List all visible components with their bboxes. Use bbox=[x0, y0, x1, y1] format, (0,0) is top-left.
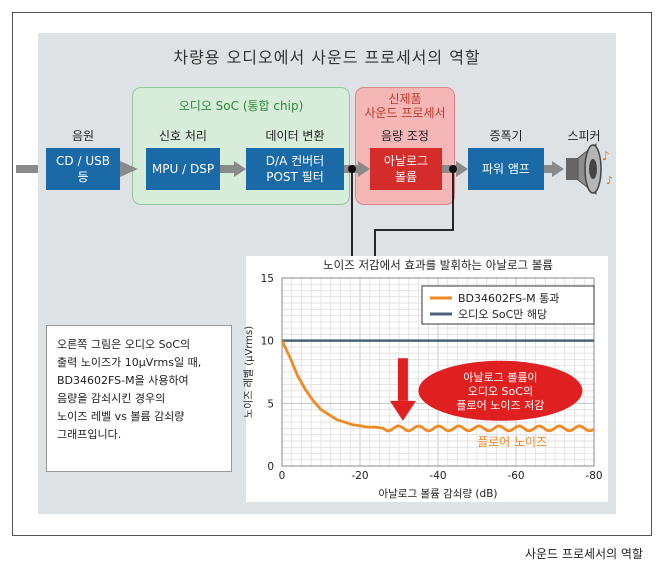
x-tick-label: -80 bbox=[585, 470, 602, 482]
noise-chart: 노이즈 저감에서 효과를 발휘하는 아날로그 볼륨 0 -20 -40 -60 -80 0 5… bbox=[243, 256, 608, 502]
svg-text:♪: ♪ bbox=[602, 149, 610, 163]
arrow-5 bbox=[544, 165, 554, 173]
speaker-icon: ♪ ♪ bbox=[566, 142, 613, 196]
floor-noise-label: 플로어 노이즈 bbox=[477, 435, 547, 449]
svg-text:♪: ♪ bbox=[606, 174, 613, 187]
note-line: 노이즈 레벨 vs 볼륨 감쇠량 bbox=[57, 410, 185, 423]
x-tick-label: -40 bbox=[429, 470, 446, 482]
callout-bubble bbox=[418, 360, 583, 421]
legend-label-bd34602: BD34602FS-M 통과 bbox=[458, 292, 559, 305]
stage-label-speaker: 스피커 bbox=[567, 129, 601, 143]
y-tick-label: 15 bbox=[261, 273, 274, 285]
analog-volume-line1: 아날로그 bbox=[383, 154, 429, 168]
power-amp-block: 파워 앰프 bbox=[468, 148, 544, 190]
y-axis-label: 노이즈 레벨 (μVrms) bbox=[243, 326, 255, 418]
y-tick-label: 10 bbox=[261, 336, 274, 348]
analog-volume-block: 아날로그 볼륨 bbox=[370, 148, 442, 190]
chart-title: 노이즈 저감에서 효과를 발휘하는 아날로그 볼륨 bbox=[323, 258, 553, 272]
x-tick-label: -60 bbox=[507, 470, 524, 482]
note-line: 음량을 감쇠시킨 경우의 bbox=[57, 392, 166, 405]
legend-box bbox=[421, 285, 595, 325]
soc-group-label: 오디오 SoC (통합 chip) bbox=[178, 99, 304, 113]
y-tick-label: 0 bbox=[267, 461, 274, 473]
x-axis-label: 아날로그 볼륨 감쇠량 (dB) bbox=[378, 488, 497, 500]
arrow-input bbox=[16, 165, 38, 173]
dac-block-line1: D/A 컨버터 bbox=[265, 154, 325, 168]
mpu-dsp-block-label: MPU / DSP bbox=[151, 162, 215, 176]
series-bd34602-line bbox=[280, 340, 595, 433]
figure-caption: 사운드 프로세서의 역할 bbox=[524, 547, 643, 561]
stage-label-amplifier: 증폭기 bbox=[489, 129, 523, 143]
diagram-title: 차량용 오디오에서 사운드 프로세서의 역할 bbox=[173, 48, 481, 67]
x-tick-label: 0 bbox=[279, 470, 286, 482]
stage-label-source: 음원 bbox=[71, 129, 95, 143]
x-tick-label: -20 bbox=[351, 470, 368, 482]
plot-border bbox=[281, 277, 595, 467]
dac-block: D/A 컨버터 POST 필터 bbox=[246, 148, 344, 190]
source-block-line1: CD / USB bbox=[56, 154, 110, 168]
stage-label-volume: 음량 조정 bbox=[381, 129, 429, 143]
figure-frame bbox=[12, 12, 652, 536]
new-processor-group-label: 신제품 사운드 프로세서 bbox=[355, 92, 455, 120]
new-label-line1: 신제품 bbox=[388, 92, 422, 106]
note-line: BD34602FS-M을 사용하여 bbox=[57, 374, 189, 387]
y-tick-label: 5 bbox=[267, 398, 274, 410]
explanation-note: 오른쪽 그림은 오디오 SoC의 출력 노이즈가 10μVrms일 때, BD3… bbox=[46, 325, 232, 472]
source-block: CD / USB 등 bbox=[46, 148, 120, 190]
dac-block-line2: POST 필터 bbox=[266, 170, 324, 184]
callout-line1: 아날로그 볼륨이 bbox=[463, 371, 537, 384]
callout-line2: 오디오 SoC의 bbox=[468, 385, 533, 398]
legend-label-soc: 오디오 SoC만 해당 bbox=[458, 307, 547, 321]
source-block-line2: 등 bbox=[77, 170, 89, 184]
arrow-2 bbox=[220, 165, 238, 173]
callout-line3: 플로어 노이즈 저감 bbox=[456, 399, 544, 412]
stage-label-data-conversion: 데이터 변환 bbox=[265, 129, 325, 143]
mpu-dsp-block: MPU / DSP bbox=[146, 148, 220, 190]
power-amp-label: 파워 앰프 bbox=[482, 162, 530, 176]
new-label-line2: 사운드 프로세서 bbox=[364, 106, 446, 120]
stage-label-signal-processing: 신호 처리 bbox=[159, 129, 207, 143]
note-line: 오른쪽 그림은 오디오 SoC의 bbox=[57, 338, 191, 351]
reduction-arrow-shaft bbox=[397, 358, 408, 401]
analog-volume-line2: 볼륨 bbox=[394, 170, 418, 184]
note-line: 출력 노이즈가 10μVrms일 때, bbox=[57, 356, 202, 369]
note-line: 그래프입니다. bbox=[57, 428, 122, 441]
reduction-arrow-head bbox=[389, 400, 416, 421]
